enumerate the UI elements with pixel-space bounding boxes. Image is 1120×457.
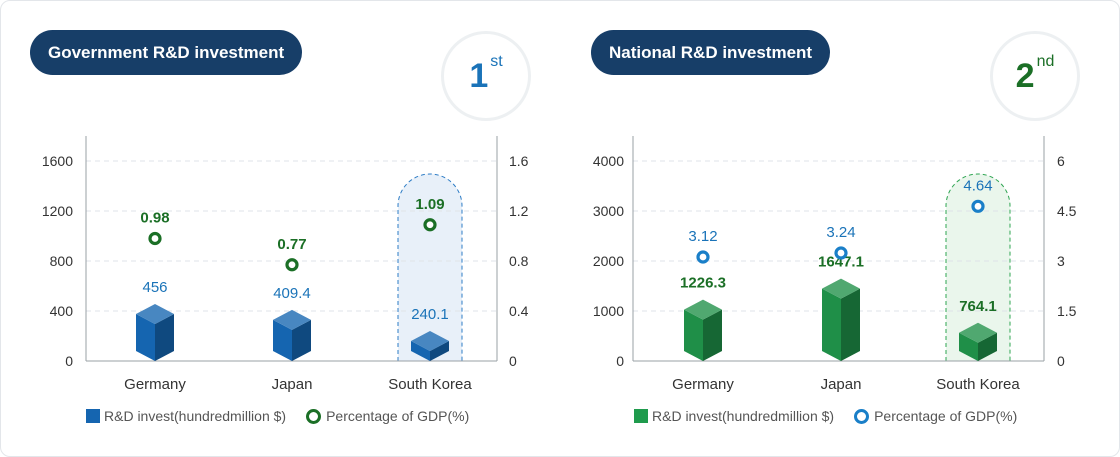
highlight-region [397,173,463,362]
gdp-point [148,231,162,246]
y-right-tick-label: 0.4 [509,303,529,319]
gdp-point [423,218,437,232]
bar-face-right [292,319,311,361]
x-category-label: Japan [272,376,313,393]
bar-face-top [411,330,449,351]
chart-legend: R&D invest(hundredmillion $) Percentage … [634,408,1017,424]
legend-point-swatch [854,408,870,424]
legend-bar-label: R&D invest(hundredmillion $) [104,408,287,424]
bar-face-left [273,319,292,361]
gdp-point [971,199,985,213]
chart-legend: R&D invest(hundredmillion $) Percentage … [86,408,469,424]
legend-bar-label: R&D invest(hundredmillion $) [652,408,835,424]
y-right-tick-label: 3 [1057,253,1065,269]
legend-bar-swatch [86,409,100,423]
y-left-tick-label: 1200 [42,203,73,219]
chart-title-pill: Government R&D investment [30,30,303,75]
bar-face-left [959,332,978,361]
chart-title-pill: National R&D investment [591,30,831,75]
rank-number: 1 [469,56,489,95]
gdp-value-label: 0.98 [140,210,169,227]
y-right-tick-label: 4.5 [1057,203,1077,219]
x-category-label: South Korea [936,376,1020,393]
x-category-label: Germany [124,376,186,393]
y-right-tick-label: 1.6 [509,153,529,169]
bar-face-left [822,288,841,361]
y-right-tick-label: 0.8 [509,253,529,269]
gdp-value-label: 4.64 [963,177,992,194]
gdp-point [834,246,848,260]
bar-value-label: 409.4 [273,285,311,302]
y-right-tick-label: 1.2 [509,203,529,219]
national-rd-chart: 0 1000 2000 3000 4000 0 1.5 3 4.5 6 1226.3 1647.1 76… [593,136,1077,393]
bar-face-right [155,314,174,361]
y-left-tick-label: 1600 [42,153,73,169]
y-right-tick-label: 1.5 [1057,303,1077,319]
gdp-value-label: 1.09 [415,196,444,213]
gdp-value-label: 3.24 [826,224,855,241]
legend-bar-swatch [634,409,648,423]
y-left-tick-label: 4000 [593,153,624,169]
bar-face-top [136,304,174,324]
bar-value-label: 1647.1 [818,254,864,271]
bar-face-left [684,309,703,361]
gdp-point [696,250,710,264]
legend-point-label: Percentage of GDP(%) [874,408,1018,424]
bar-face-top [273,309,311,330]
x-category-label: Japan [821,376,862,393]
x-category-label: South Korea [388,376,472,393]
gdp-point [285,258,299,272]
bar-face-right [978,332,997,361]
y-left-tick-label: 0 [616,353,624,369]
gdp-value-label: 3.12 [688,228,717,245]
y-left-tick-label: 1000 [593,303,624,319]
gdp-value-label: 0.77 [277,236,306,253]
y-left-tick-label: 2000 [593,253,624,269]
bar-face-right [703,309,722,361]
government-rd-chart: 0 400 800 1200 1600 0 0.4 0.8 1.2 1.6 456 409.4 240.… [42,136,529,393]
bar-value-label: 240.1 [411,306,449,323]
y-right-tick-label: 6 [1057,153,1065,169]
y-left-tick-label: 3000 [593,203,624,219]
bar-face-left [136,314,155,361]
bar-face-top [822,278,860,299]
bar-face-right [841,288,860,361]
rank-suffix: nd [1036,53,1055,70]
y-left-tick-label: 0 [65,353,73,369]
bar-face-top [684,299,722,320]
bar-face-top [959,322,997,343]
legend-point-label: Percentage of GDP(%) [326,408,470,424]
y-right-tick-label: 0 [509,353,517,369]
bar-face-right [430,340,449,361]
bar-face-left [411,340,430,361]
y-right-tick-label: 0 [1057,353,1065,369]
highlight-region [945,173,1011,362]
rank-suffix: st [490,53,503,70]
bar-value-label: 764.1 [959,298,997,315]
x-category-label: Germany [672,376,734,393]
bar-value-label: 456 [142,279,167,296]
legend-point-swatch [306,408,322,424]
y-left-tick-label: 800 [50,253,74,269]
y-left-tick-label: 400 [50,303,74,319]
bar-value-label: 1226.3 [680,275,726,292]
rank-number: 2 [1015,56,1035,95]
